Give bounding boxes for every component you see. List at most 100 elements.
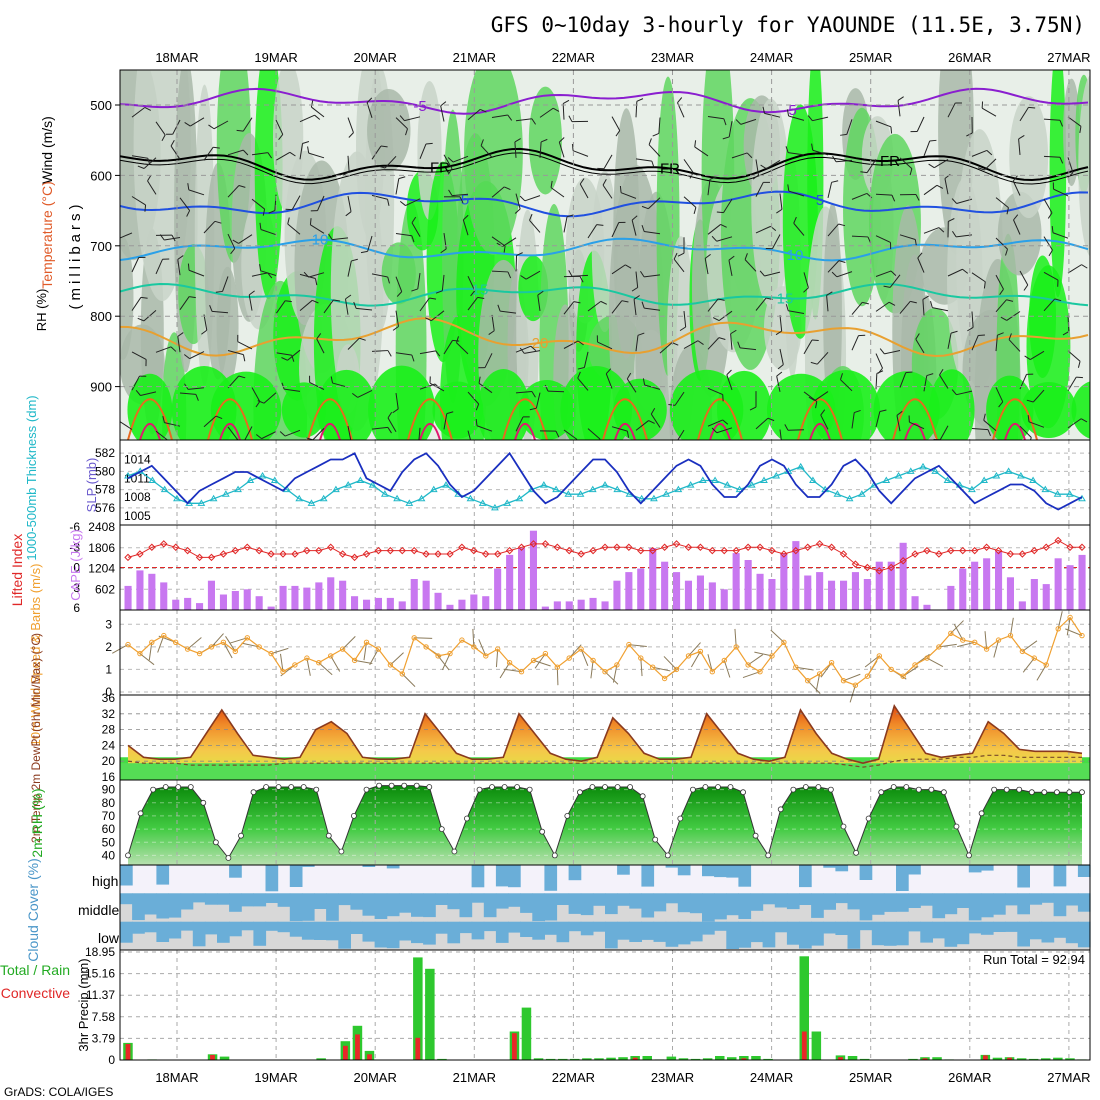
cape-bar <box>207 580 215 610</box>
tick-label: 40 <box>102 848 116 862</box>
rh-point <box>413 782 420 789</box>
wind-barb <box>1043 155 1064 164</box>
wind-speed-point <box>793 664 799 670</box>
date-label-top: 20MAR <box>354 50 397 65</box>
wind-barb <box>984 631 988 650</box>
lifted-index-point <box>863 563 872 572</box>
wind-barb <box>155 258 170 275</box>
hot-isotherm <box>514 422 536 440</box>
cloud-cover-cell <box>1017 865 1030 888</box>
wind-barb <box>139 653 155 666</box>
rh-point <box>438 826 445 832</box>
cloud-cover-cell <box>908 865 921 875</box>
wind-speed-point <box>888 666 894 673</box>
lifted-index-point <box>613 543 621 551</box>
cloud-cover-cell <box>859 921 873 931</box>
wind-barb <box>227 233 236 255</box>
wind-speed-point <box>447 650 453 657</box>
wind-speed-point <box>1067 614 1073 621</box>
wind-barb <box>640 658 643 677</box>
rh-blob <box>120 236 134 360</box>
wind-barb <box>777 348 784 370</box>
wind-barb <box>951 389 973 396</box>
wind-barb <box>275 151 296 161</box>
wind-barb <box>131 107 152 118</box>
wind-barb <box>390 652 404 666</box>
wind-barb <box>155 346 177 353</box>
precip-total-bar <box>533 1058 544 1060</box>
footer-credit: GrADS: COLA/IGES <box>4 1085 113 1099</box>
wind-speed-point <box>137 650 143 657</box>
wind-barb <box>730 329 737 350</box>
wind-barb <box>1019 425 1032 440</box>
rh-blob-low <box>519 380 575 440</box>
date-label-top: 21MAR <box>453 50 496 65</box>
wind-barb <box>785 146 805 156</box>
wind-barb <box>808 391 829 401</box>
wind-barb <box>203 220 222 234</box>
rh-point <box>325 832 332 839</box>
wind-barb <box>971 334 985 351</box>
precip-total-bar <box>642 1056 652 1060</box>
left-tick-label: 580 <box>95 464 115 478</box>
lifted-index-point <box>207 553 216 562</box>
wind-barb <box>993 639 999 658</box>
wind-speed-point <box>375 646 382 652</box>
tick-label: 3.79 <box>92 1031 116 1045</box>
wind-barb <box>580 648 589 666</box>
cape-bar <box>816 572 824 610</box>
thickness-point <box>760 476 768 483</box>
cape-bar <box>851 572 859 610</box>
wind-barb <box>495 649 499 668</box>
wind-barb <box>307 146 325 159</box>
wind-barb <box>926 657 944 667</box>
wind-barb <box>957 641 975 648</box>
wind-speed-point <box>292 662 298 668</box>
lifted-index-point <box>470 546 478 555</box>
wind-barb <box>299 140 310 160</box>
cloud-cover-cell <box>653 893 667 912</box>
wind-speed-point <box>506 660 513 666</box>
wind-speed-point <box>1055 626 1061 632</box>
wind-barb <box>440 233 447 254</box>
left-tick-label: 578 <box>95 483 115 497</box>
cape-bar <box>684 580 692 610</box>
wind-speed-point <box>960 637 966 643</box>
wind-barb <box>399 198 421 207</box>
rh-point <box>677 815 684 822</box>
lifted-index-point <box>529 540 538 548</box>
tick-label: 50 <box>102 835 116 849</box>
lifted-index-point <box>219 550 228 558</box>
tick-label: 11.37 <box>86 988 115 1002</box>
wind-speed-point <box>900 673 906 679</box>
cape-bar <box>720 589 728 610</box>
wind-barb <box>641 197 661 210</box>
rh-point <box>350 813 357 819</box>
thickness-point <box>491 503 499 511</box>
wind-barb <box>467 296 485 311</box>
cloud-cover-cell <box>665 865 679 868</box>
precip-total-bar <box>606 1057 616 1060</box>
pressure-tick-label: 700 <box>90 239 112 254</box>
wind-speed-point <box>709 669 715 675</box>
wind-barb <box>419 350 441 357</box>
wind-barb <box>285 195 301 211</box>
cape-bar <box>1042 584 1050 610</box>
wind-speed-point <box>1007 632 1014 639</box>
cloud-cover-cell <box>362 865 376 867</box>
wind-barb <box>157 635 165 653</box>
wind-legend-label: Wind (m/s) <box>39 116 55 184</box>
wind-barb <box>539 138 548 158</box>
thickness-point <box>270 476 279 483</box>
thickness-point <box>173 494 181 502</box>
cape-bar <box>386 597 394 610</box>
precip-total-bar <box>751 1056 761 1060</box>
wind-barb <box>440 101 447 122</box>
thickness-point <box>429 485 438 493</box>
lifted-index-point <box>708 546 717 555</box>
cloud-cover-cell <box>605 921 618 949</box>
cape-bar <box>363 599 371 610</box>
wind-barb <box>371 426 392 434</box>
cape-bar <box>577 599 585 610</box>
wind-barb <box>1067 350 1081 368</box>
